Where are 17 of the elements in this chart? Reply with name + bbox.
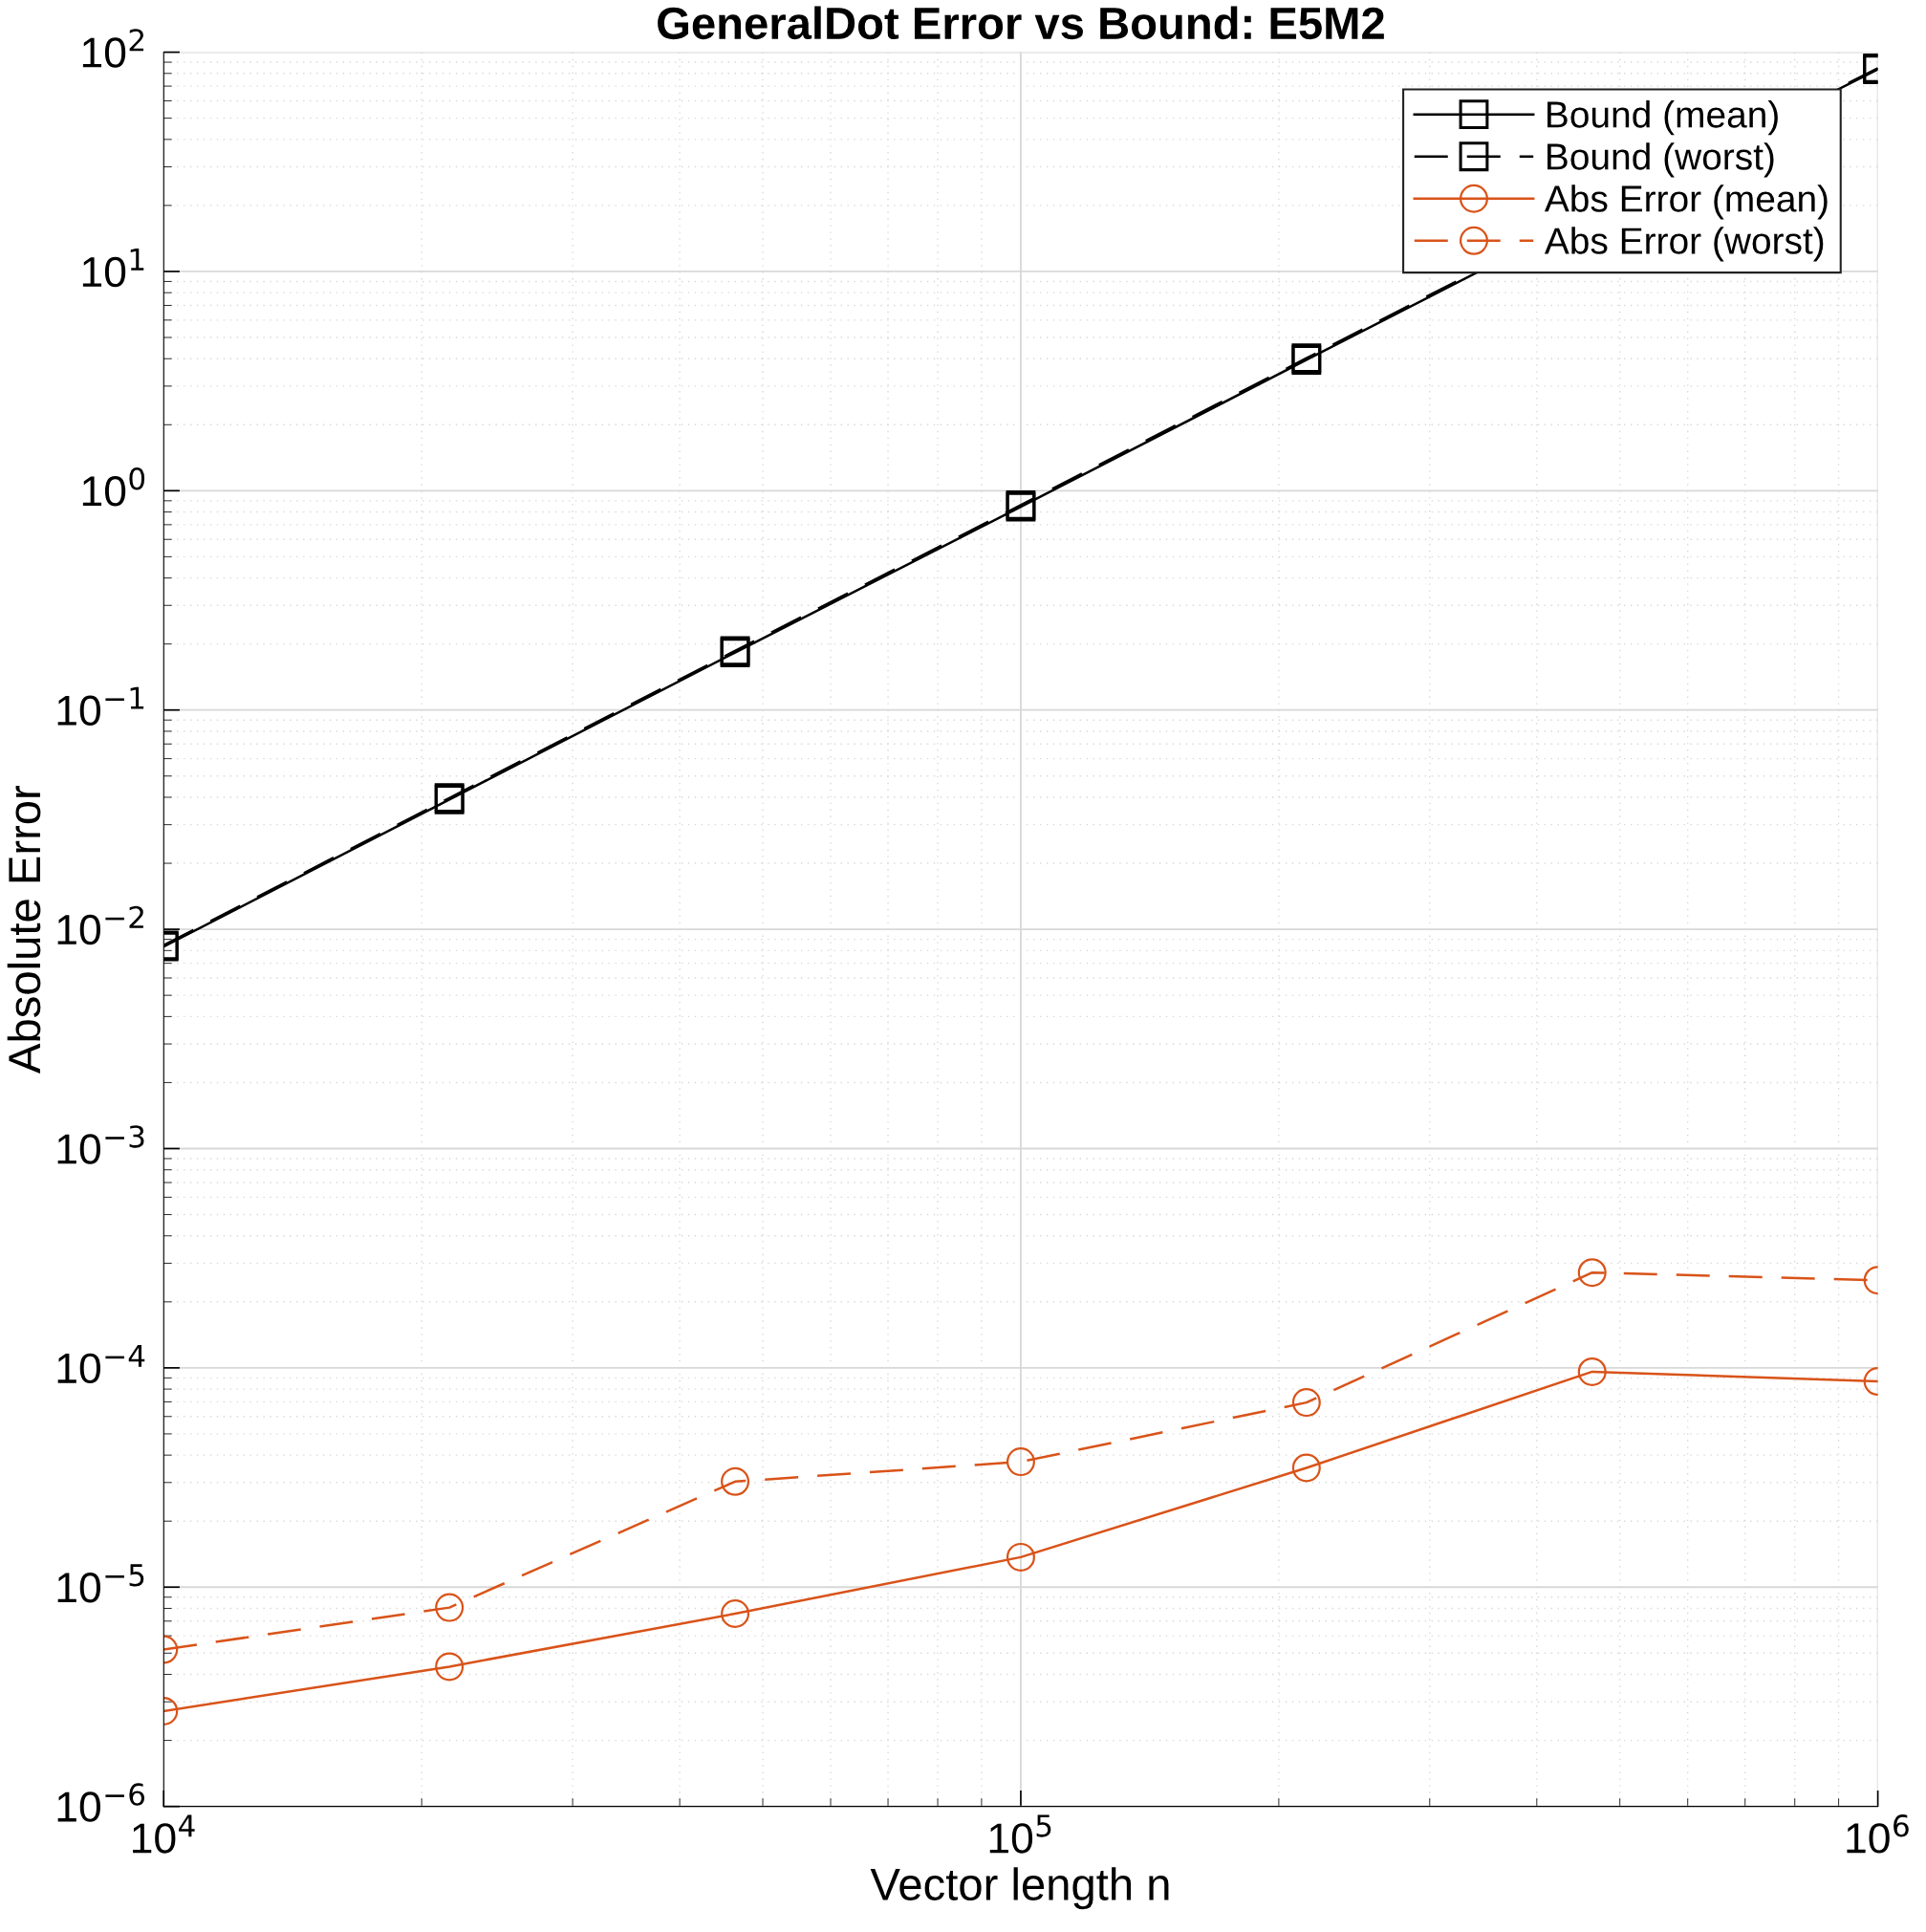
y-tick-label: 10$^{−3}$ [57, 1125, 144, 1164]
y-tick-label: 10$^{−5}$ [57, 1564, 144, 1603]
chart-title: GeneralDot Error vs Bound: E5M2 [658, 6, 1384, 40]
legend-label: Bound (worst) [1547, 142, 1774, 178]
x-axis-title: Vector length n [870, 1867, 1169, 1910]
x-tick-label: 10$^{6}$ [1847, 1814, 1909, 1854]
y-tick-label: 10$^{−4}$ [57, 1344, 145, 1384]
y-tick-label: 10$^{−1}$ [57, 686, 144, 726]
y-tick-label: 10$^{0}$ [82, 467, 145, 507]
y-tick-label: 10$^{−2}$ [57, 905, 143, 945]
legend-label: Abs Error (mean) [1544, 185, 1828, 220]
y-tick-label: 10$^{2}$ [82, 29, 144, 68]
legend-label: Bound (mean) [1547, 100, 1778, 136]
y-axis-title: Absolute Error [7, 785, 41, 1074]
y-tick-label: 10$^{1}$ [82, 249, 144, 288]
legend-label: Abs Error (worst) [1544, 227, 1824, 262]
x-tick-label: 10$^{5}$ [989, 1814, 1051, 1854]
